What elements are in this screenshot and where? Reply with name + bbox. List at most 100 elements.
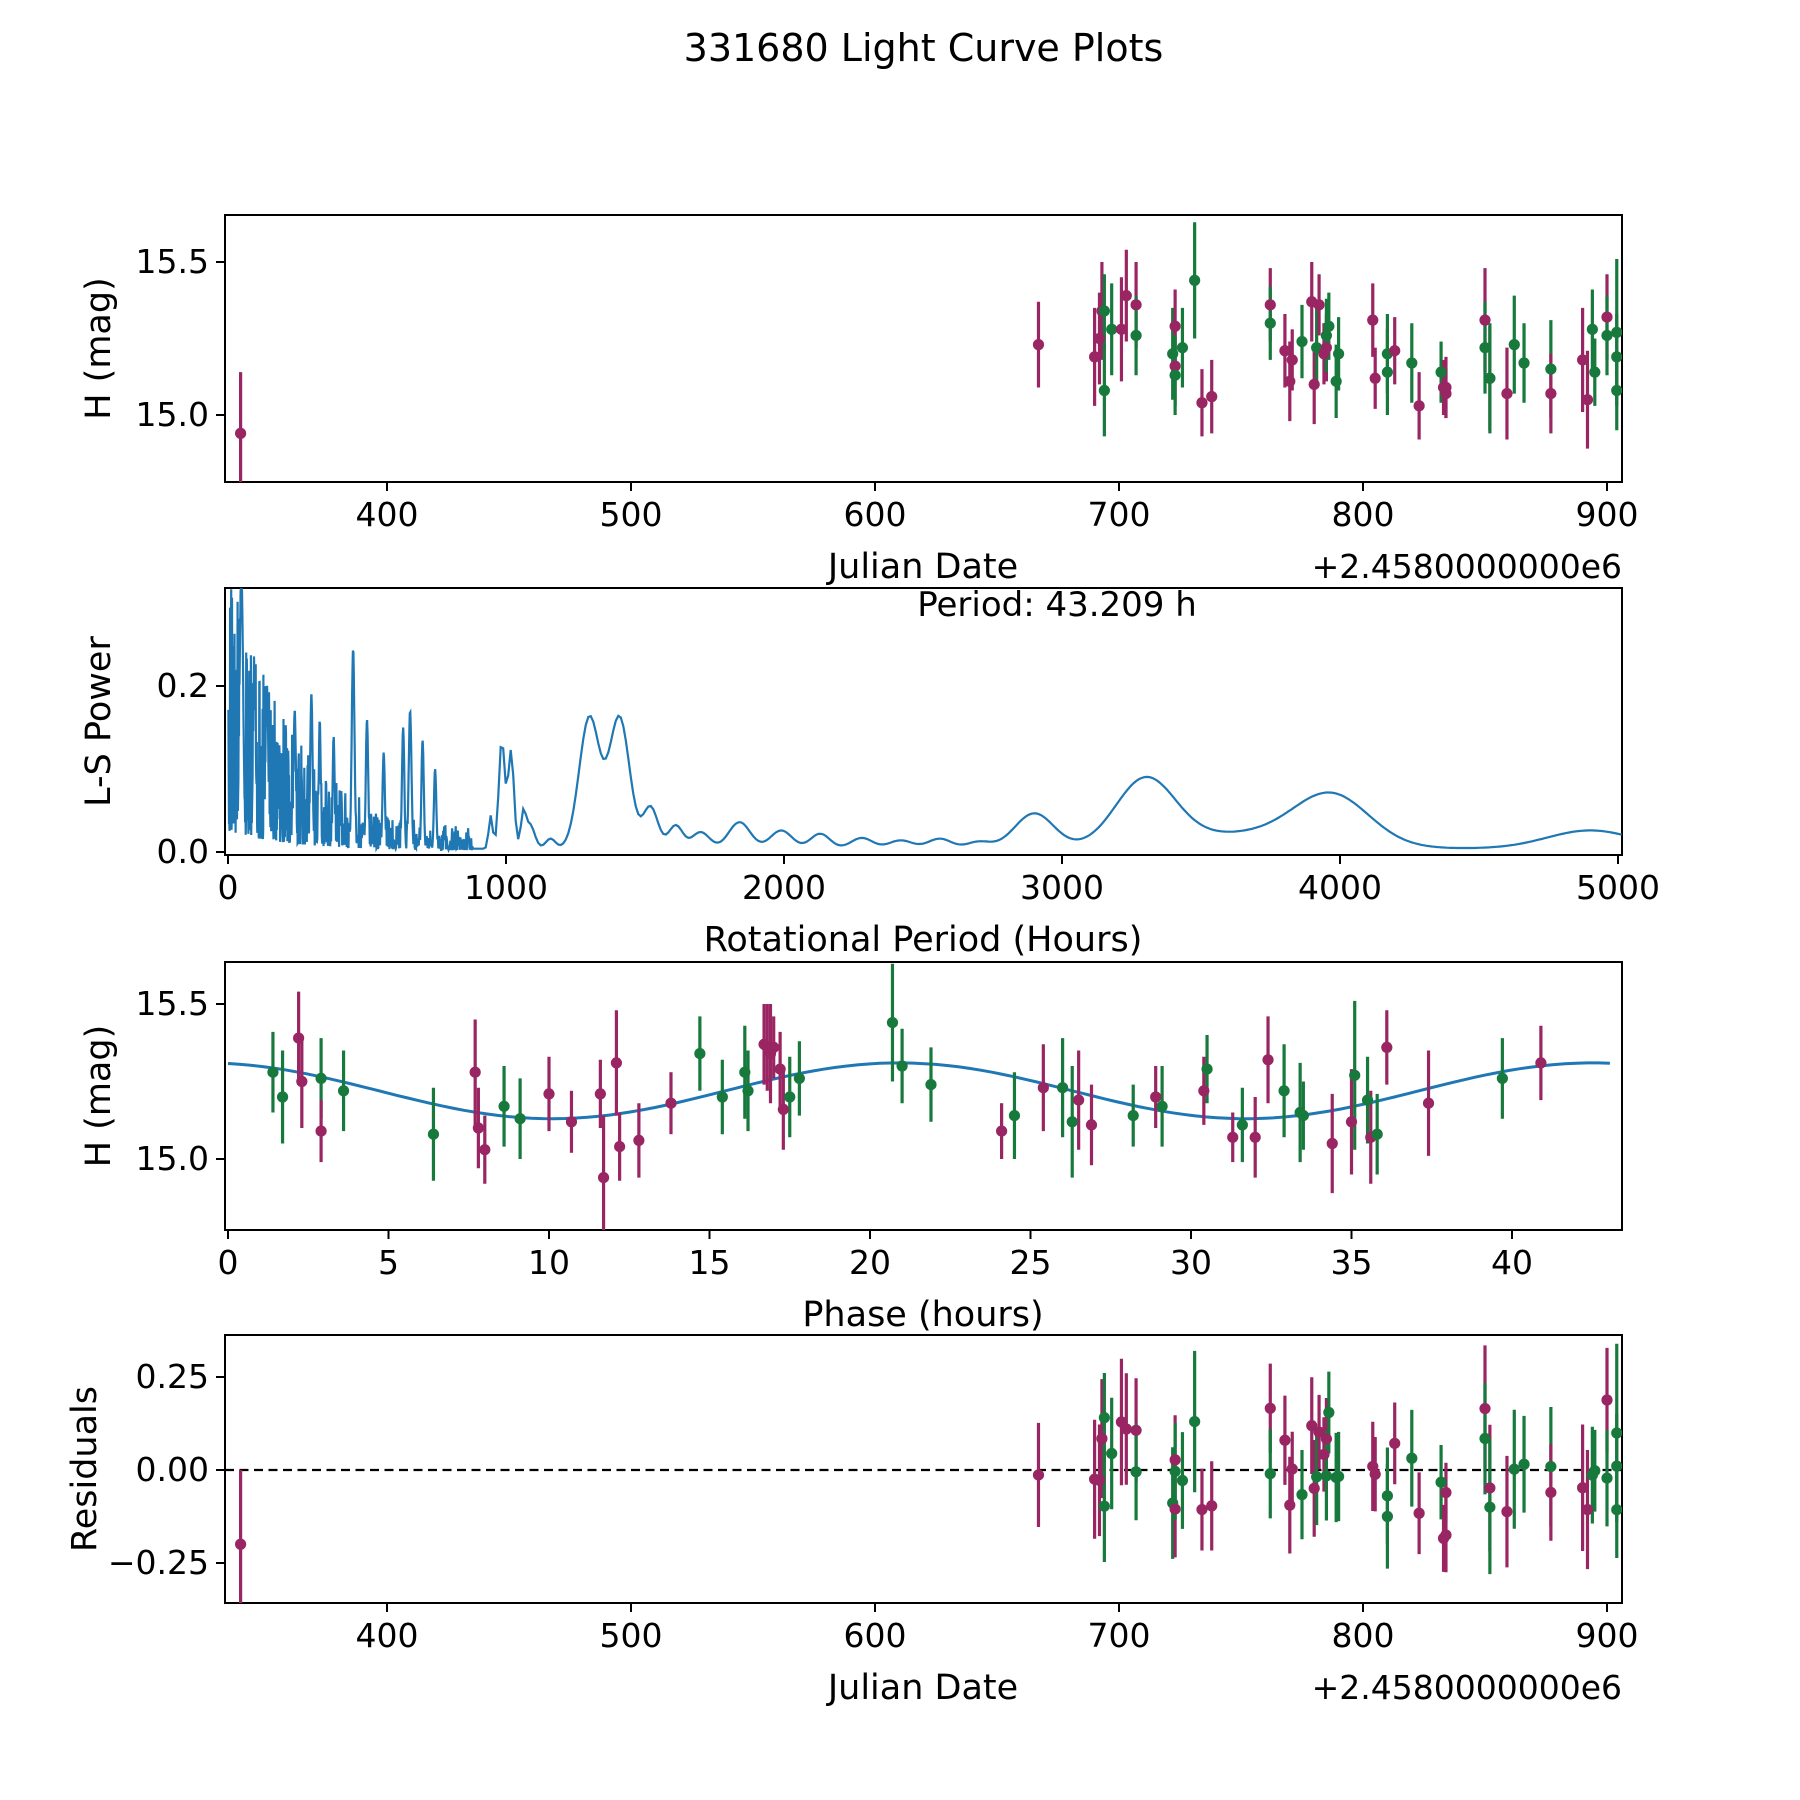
panel-4-xlabel: Julian Date	[826, 1668, 1018, 1708]
p4-data-point	[1284, 1499, 1296, 1511]
p4-data-point	[1320, 1470, 1332, 1482]
p4-data-point	[1093, 1474, 1106, 1486]
panel-1-xtick-label: 400	[356, 495, 419, 534]
p3-data-point	[886, 1017, 899, 1029]
panel-3-xtick-label: 25	[1010, 1243, 1052, 1282]
panel-4-ytick-label: 0.00	[136, 1450, 209, 1489]
panel-1-xtick-label: 500	[600, 495, 663, 534]
p3-data-point	[1326, 1137, 1338, 1150]
periodogram-curve	[227, 588, 1622, 854]
p4-data-point	[1601, 1472, 1613, 1484]
panel-4-ytick-label: 0.25	[136, 1357, 209, 1396]
panel-2-xtick-label: 2000	[742, 868, 826, 907]
p3-data-point	[665, 1097, 677, 1109]
p1-data-point	[1167, 348, 1179, 360]
p1-data-point	[1406, 357, 1418, 369]
p3-data-point	[1361, 1094, 1374, 1106]
p1-data-point	[1130, 299, 1142, 311]
panel-1-xlabel: Julian Date	[826, 547, 1018, 587]
panel-2-xtick-label: 1000	[464, 868, 548, 907]
p1-data-point	[1545, 387, 1557, 400]
panel-4-xtick-label: 900	[1576, 1616, 1639, 1655]
p4-data-point	[1413, 1507, 1425, 1519]
p3-data-point	[498, 1100, 510, 1112]
p4-data-point	[1440, 1486, 1452, 1499]
p3-data-point	[1249, 1131, 1261, 1143]
p4-data-point	[1435, 1476, 1447, 1488]
p4-data-point	[1501, 1506, 1513, 1518]
panel-1-ytick-label: 15.0	[136, 395, 209, 434]
p1-data-point	[1106, 323, 1118, 335]
p3-data-point	[996, 1125, 1008, 1137]
p1-data-point	[1032, 339, 1045, 351]
p4-data-point	[1440, 1529, 1452, 1541]
panel-4-xtick-label: 600	[844, 1616, 907, 1655]
p1-data-point	[1296, 335, 1308, 348]
p1-data-point	[1479, 314, 1491, 326]
p4-data-point	[1611, 1504, 1622, 1516]
p4-data-point	[1169, 1503, 1181, 1515]
p1-data-point	[1333, 348, 1345, 360]
p1-data-point	[1611, 326, 1622, 338]
p4-data-point	[1333, 1470, 1345, 1483]
p4-data-point	[1106, 1447, 1118, 1460]
p3-data-point	[296, 1075, 308, 1088]
p3-data-point	[742, 1085, 754, 1097]
p1-data-point	[1098, 384, 1110, 397]
p1-data-point	[1518, 357, 1530, 369]
p3-data-point	[293, 1032, 305, 1044]
p1-data-point	[1508, 339, 1520, 351]
p4-data-point	[1518, 1458, 1530, 1470]
p4-data-point	[1296, 1489, 1308, 1501]
p1-data-point	[1601, 311, 1613, 323]
p4-data-point	[1032, 1469, 1045, 1481]
panel-1-ytick-label: 15.5	[136, 242, 209, 281]
panel-4-offset-label: +2.4580000000e6	[1312, 1668, 1622, 1707]
p1-data-point	[1330, 375, 1342, 387]
panel-2-ytick-label: 0.0	[157, 832, 209, 871]
p1-data-point	[1311, 342, 1323, 354]
p3-data-point	[1085, 1119, 1098, 1131]
p3-data-point	[1156, 1100, 1168, 1112]
p4-data-point	[1508, 1463, 1520, 1475]
panel-1-xtick-label: 600	[844, 495, 907, 534]
p3-data-point	[469, 1066, 481, 1078]
p3-data-point	[1381, 1041, 1393, 1053]
p3-data-point	[1057, 1082, 1069, 1094]
p1-data-point	[1189, 274, 1201, 286]
p3-data-point	[427, 1128, 440, 1140]
p3-data-point	[610, 1057, 623, 1069]
p1-data-point	[1369, 372, 1381, 384]
panel-4-xtick-label: 800	[1332, 1616, 1395, 1655]
p3-data-point	[739, 1066, 751, 1078]
panel-1-xtick-label: 700	[1088, 495, 1151, 534]
panel-2-xtick-label: 0	[218, 868, 239, 907]
p1-data-point	[1120, 290, 1132, 302]
p4-data-point	[1406, 1452, 1418, 1464]
p3-data-point	[1535, 1057, 1547, 1069]
panel-4-xtick-label: 500	[600, 1616, 663, 1655]
p1-data-point	[1169, 369, 1181, 381]
p3-data-point	[1066, 1116, 1078, 1128]
p4-data-point	[1206, 1500, 1218, 1512]
p1-data-point	[1130, 329, 1142, 342]
p4-data-point	[1318, 1448, 1330, 1461]
p4-data-point	[1589, 1465, 1601, 1477]
panel-1-ylabel: H (mag)	[79, 277, 119, 420]
p3-data-point	[1198, 1085, 1210, 1097]
p1-data-point	[235, 427, 247, 439]
p1-data-point	[1479, 342, 1491, 354]
p4-data-point	[1323, 1406, 1335, 1419]
p1-data-point	[1089, 351, 1101, 363]
p1-data-point	[1367, 314, 1379, 326]
p1-data-point	[1381, 366, 1393, 378]
p3-data-point	[315, 1072, 327, 1084]
panel-2-ytick-label: 0.2	[157, 666, 209, 705]
p1-data-point	[1577, 354, 1589, 366]
p4-data-point	[1320, 1433, 1332, 1445]
p4-data-point	[1189, 1415, 1201, 1428]
p4-data-point	[1196, 1503, 1208, 1516]
p4-data-point	[1176, 1474, 1189, 1487]
p1-data-point	[1093, 332, 1106, 345]
